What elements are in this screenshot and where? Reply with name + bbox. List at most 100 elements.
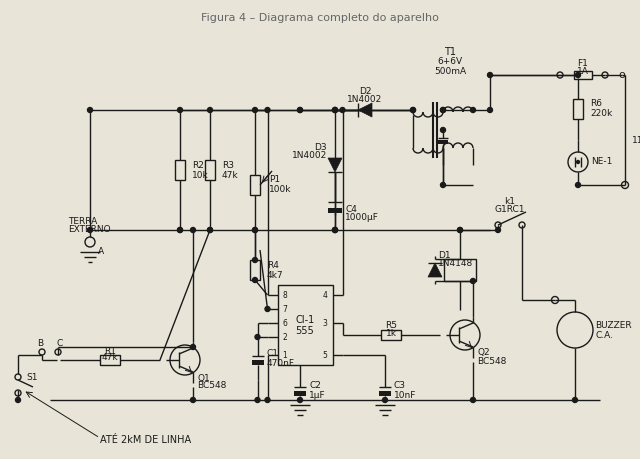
Text: P1: P1 [269,174,280,184]
Text: 110/220V: 110/220V [632,135,640,145]
Text: 1N4148: 1N4148 [438,258,473,268]
Circle shape [253,257,257,263]
Circle shape [333,228,337,233]
Circle shape [440,107,445,112]
Text: 10k: 10k [192,170,209,179]
Text: 1A: 1A [577,67,588,75]
Text: 5: 5 [323,351,328,359]
Circle shape [410,107,415,112]
Text: EXTERNO: EXTERNO [68,225,111,235]
Circle shape [298,107,303,112]
Text: 1N4002: 1N4002 [348,95,383,105]
Bar [328,208,342,213]
Text: 6: 6 [282,319,287,328]
Circle shape [488,107,493,112]
Bar [175,160,185,180]
Text: BC548: BC548 [197,381,227,391]
Text: 500mA: 500mA [434,67,466,75]
Circle shape [298,107,303,112]
Text: 10nF: 10nF [394,391,417,399]
Text: 3: 3 [323,319,328,328]
Text: C: C [57,340,63,348]
Circle shape [470,397,476,403]
Text: 1N4002: 1N4002 [292,151,327,161]
Bar [294,391,306,396]
Circle shape [191,228,195,233]
Circle shape [298,397,303,403]
Circle shape [265,107,270,112]
Bar [573,99,583,119]
Circle shape [265,397,270,403]
Text: CI-1: CI-1 [296,315,315,325]
Circle shape [333,107,337,112]
Circle shape [495,228,500,233]
Circle shape [333,228,337,233]
Text: 2: 2 [282,332,287,341]
Text: R5: R5 [385,321,397,330]
Text: 470nF: 470nF [266,359,294,368]
Text: 1μF: 1μF [309,391,326,399]
Text: T1: T1 [444,47,456,57]
Circle shape [440,183,445,187]
Circle shape [440,107,445,112]
Text: Q1: Q1 [197,374,210,382]
Text: R4: R4 [267,261,279,269]
Text: R3: R3 [222,161,234,169]
Text: ATÉ 2kM DE LINHA: ATÉ 2kM DE LINHA [100,435,191,445]
Bar [100,355,120,365]
Circle shape [253,228,257,233]
Circle shape [410,107,415,112]
Bar [252,359,264,364]
Bar [379,391,391,396]
Circle shape [488,73,493,78]
Text: D2: D2 [359,88,371,96]
Text: 7: 7 [282,304,287,313]
Circle shape [88,228,93,233]
Bar [381,330,401,340]
Circle shape [177,228,182,233]
Polygon shape [358,103,372,117]
Circle shape [207,228,212,233]
Text: Q2: Q2 [477,348,490,358]
Polygon shape [328,158,342,172]
Text: 1000μF: 1000μF [345,213,379,223]
Circle shape [333,107,337,112]
Text: R6: R6 [590,100,602,108]
Circle shape [15,397,20,403]
Polygon shape [428,263,442,277]
Text: R1: R1 [104,347,116,356]
Bar [278,285,333,365]
Circle shape [575,183,580,187]
Text: D1: D1 [438,251,451,259]
Text: 47k: 47k [102,353,118,363]
Text: C1: C1 [266,349,278,358]
Text: TERRA: TERRA [68,218,97,226]
Circle shape [470,107,476,112]
Text: BC548: BC548 [477,357,506,365]
Text: 8: 8 [282,291,287,300]
Circle shape [207,228,212,233]
Circle shape [383,397,387,403]
Text: 1: 1 [282,351,287,359]
Bar [205,160,215,180]
Text: NE-1: NE-1 [591,157,612,167]
Text: o: o [619,70,625,80]
Circle shape [88,107,93,112]
Text: F1: F1 [577,60,588,68]
Circle shape [333,107,337,112]
Text: BUZZER: BUZZER [595,320,632,330]
Circle shape [177,107,182,112]
Circle shape [577,161,579,163]
Circle shape [440,128,445,133]
Text: B: B [37,340,43,348]
Circle shape [340,107,345,112]
Circle shape [573,397,577,403]
Bar [250,260,260,280]
Circle shape [191,397,195,403]
Text: 555: 555 [296,326,314,336]
Circle shape [458,228,463,233]
Bar [573,71,591,79]
Circle shape [253,228,257,233]
Text: C2: C2 [309,381,321,391]
Text: C4: C4 [345,206,357,214]
